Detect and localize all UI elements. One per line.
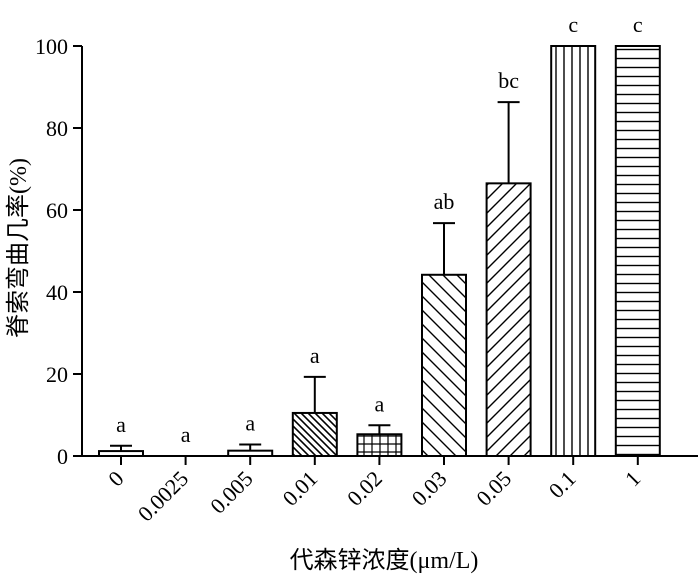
bar [291, 411, 338, 458]
significance-label: a [310, 343, 320, 368]
y-tick-label: 40 [46, 280, 68, 305]
significance-label: a [375, 391, 385, 416]
x-ticks: 0 0.0025 0.005 0.01 0.02 0.03 0.05 0.1 1 [103, 456, 645, 526]
y-ticks: 0 20 40 60 80 100 [35, 34, 82, 469]
x-tick-label: 0.05 [471, 466, 516, 511]
significance-label: a [245, 411, 255, 436]
y-tick-label: 100 [35, 34, 68, 59]
bar [356, 433, 403, 457]
significance-label: a [181, 422, 191, 447]
x-tick-label: 0.0025 [133, 466, 193, 526]
bar [485, 182, 532, 457]
bar [614, 45, 661, 457]
x-tick-label: 0.1 [544, 466, 581, 503]
x-tick-label: 0.005 [205, 466, 258, 519]
y-tick-label: 0 [57, 444, 68, 469]
y-tick-label: 80 [46, 116, 68, 141]
significance-label: a [116, 412, 126, 437]
x-tick-label: 0.03 [407, 466, 452, 511]
y-axis-title: 脊索弯曲几率(%) [5, 158, 32, 338]
x-tick-label: 0.02 [342, 466, 387, 511]
bar [421, 273, 467, 457]
x-axis-title: 代森锌浓度(μm/L) [290, 547, 479, 574]
x-tick-label: 0.01 [277, 466, 322, 511]
significance-labels-layer: a a a a a ab bc c c [116, 12, 643, 447]
significance-label: bc [498, 68, 519, 93]
y-tick-label: 20 [46, 362, 68, 387]
significance-label: c [633, 12, 643, 37]
error-bars-layer [110, 101, 520, 452]
x-tick-label: 1 [620, 466, 645, 491]
significance-label: c [568, 12, 578, 37]
bar [550, 45, 597, 457]
y-tick-label: 60 [46, 198, 68, 223]
significance-label: ab [434, 189, 455, 214]
x-tick-label: 0 [103, 466, 128, 491]
